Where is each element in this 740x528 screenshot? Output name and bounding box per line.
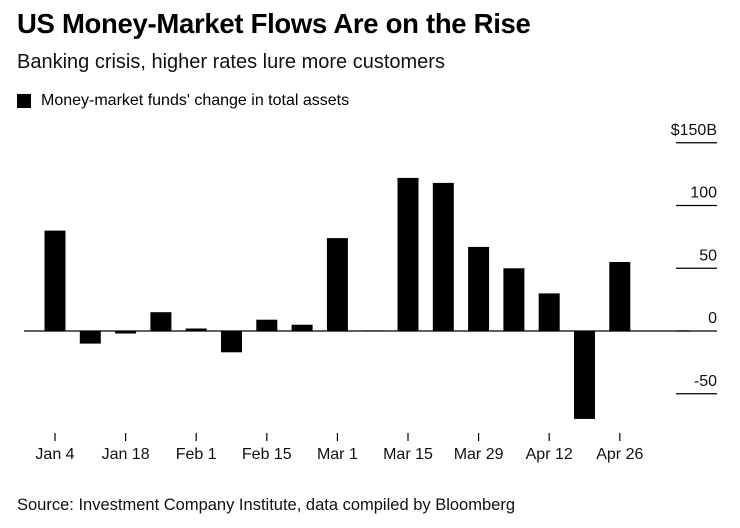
bar — [221, 331, 242, 353]
x-tick-label: Mar 15 — [383, 446, 433, 463]
x-tick-label: Feb 1 — [176, 446, 217, 463]
y-tick-label: -50 — [694, 373, 717, 390]
bar — [326, 238, 348, 331]
x-tick-label: Mar 29 — [454, 446, 504, 463]
legend: Money-market funds' change in total asse… — [17, 91, 349, 111]
x-tick-label: Jan 4 — [35, 446, 74, 463]
x-tick-label: Mar 1 — [317, 446, 358, 463]
bar — [432, 182, 454, 331]
bar — [115, 331, 137, 334]
bar — [256, 319, 278, 331]
chart-subtitle: Banking crisis, higher rates lure more c… — [17, 51, 445, 73]
x-tick-label: Feb 15 — [242, 446, 292, 463]
y-tick-label: 100 — [690, 185, 717, 202]
bar — [503, 268, 525, 332]
bar — [538, 293, 560, 331]
y-tick-label: $150B — [671, 122, 717, 139]
bar — [185, 328, 207, 331]
x-tick-label: Jan 18 — [102, 446, 150, 463]
bar — [397, 177, 419, 331]
y-tick-label: 50 — [699, 247, 717, 264]
bar — [468, 246, 490, 331]
x-tick-label: Apr 12 — [526, 446, 573, 463]
bar — [44, 230, 66, 331]
chart-title: US Money-Market Flows Are on the Rise — [17, 8, 531, 39]
y-tick-label: 0 — [708, 310, 717, 327]
legend-swatch — [17, 94, 31, 108]
x-tick-label: Apr 26 — [596, 446, 643, 463]
legend-label: Money-market funds' change in total asse… — [41, 92, 350, 109]
bar — [79, 331, 101, 344]
bar — [574, 331, 595, 419]
bar — [609, 262, 631, 331]
bar — [150, 312, 172, 331]
bar — [291, 324, 313, 331]
source-note: Source: Investment Company Institute, da… — [17, 496, 516, 514]
